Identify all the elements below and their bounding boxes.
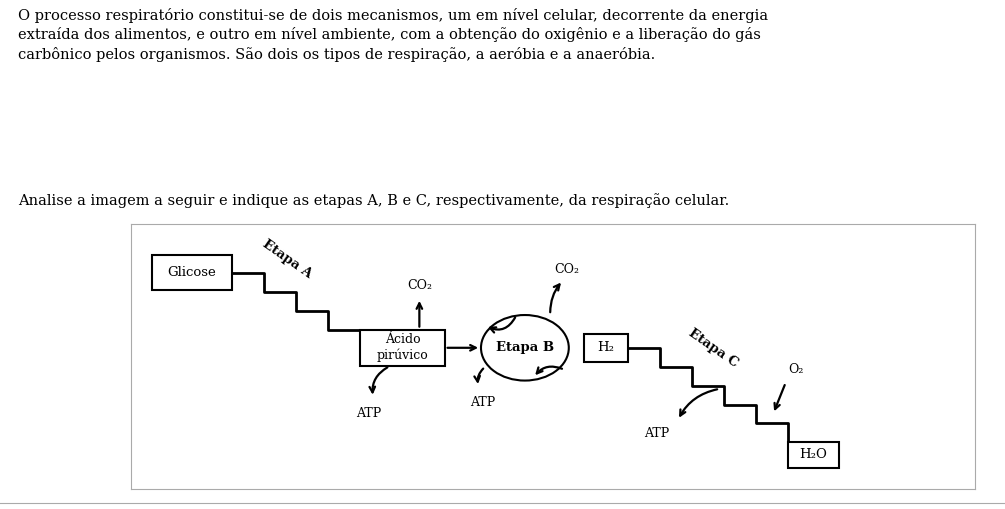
- Text: Glicose: Glicose: [168, 266, 216, 279]
- Text: ATP: ATP: [470, 397, 495, 409]
- Text: Etapa B: Etapa B: [495, 342, 554, 354]
- Text: Etapa A: Etapa A: [259, 237, 314, 280]
- Text: Analise a imagem a seguir e indique as etapas A, B e C, respectivamente, da resp: Analise a imagem a seguir e indique as e…: [18, 193, 730, 208]
- Text: ATP: ATP: [644, 427, 669, 440]
- Text: CO₂: CO₂: [407, 279, 432, 292]
- Bar: [584, 334, 628, 362]
- Bar: [788, 442, 839, 468]
- Text: O processo respiratório constitui-se de dois mecanismos, um em nível celular, de: O processo respiratório constitui-se de …: [18, 8, 768, 62]
- Text: ATP: ATP: [356, 407, 381, 420]
- Circle shape: [481, 315, 569, 381]
- Text: H₂O: H₂O: [800, 448, 827, 462]
- Bar: [152, 256, 232, 290]
- Text: Ácido
pirúvico: Ácido pirúvico: [377, 333, 428, 362]
- Text: Etapa C: Etapa C: [686, 326, 741, 370]
- Text: CO₂: CO₂: [555, 263, 580, 276]
- Text: O₂: O₂: [788, 363, 804, 376]
- Text: H₂: H₂: [597, 342, 614, 354]
- Bar: [360, 329, 444, 366]
